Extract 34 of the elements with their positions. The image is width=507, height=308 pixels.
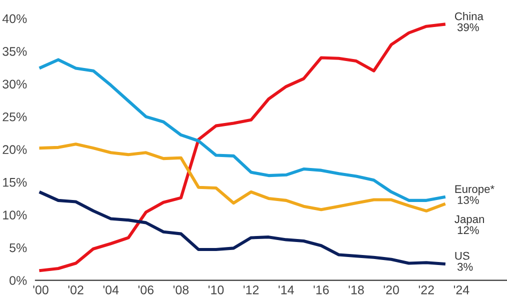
series-label: Japan — [454, 215, 484, 226]
x-tick-label: '04 — [103, 285, 119, 294]
y-tick-label: 10% — [3, 210, 27, 220]
y-tick-label: 35% — [2, 47, 27, 56]
y-tick-label: 0% — [10, 276, 27, 285]
x-tick-label: '12 — [244, 285, 259, 294]
line-series — [39, 191, 446, 266]
series-label: Europe* — [455, 185, 494, 196]
y-tick-label: 15% — [3, 178, 27, 187]
line-series — [39, 142, 446, 212]
data-label: 13% — [458, 196, 479, 204]
data-label: 12% — [458, 226, 479, 234]
x-tick-label: '10 — [208, 285, 224, 294]
x-tick-label: '16 — [314, 285, 329, 294]
y-tick-label: 25% — [2, 112, 27, 122]
x-tick-label: '00 — [33, 285, 48, 294]
x-tick-label: '06 — [138, 285, 154, 294]
series-label: US — [455, 252, 470, 260]
y-tick-label: 5% — [10, 243, 27, 252]
series-label: China — [454, 12, 484, 20]
data-label: 3% — [457, 262, 473, 271]
y-tick-label: 30% — [2, 80, 27, 89]
x-tick-label: '18 — [348, 285, 364, 294]
x-tick-label: '20 — [384, 285, 399, 294]
x-tick-label: '02 — [68, 285, 84, 294]
x-tick-label: '24 — [454, 285, 470, 294]
line-series — [39, 58, 446, 202]
y-tick-label: 40% — [2, 14, 27, 24]
x-tick-label: '14 — [278, 286, 294, 294]
x-tick-label: '22 — [418, 285, 434, 294]
y-tick-label: 20% — [2, 145, 27, 154]
line-series — [39, 22, 446, 272]
x-tick-label: '08 — [173, 285, 189, 294]
data-label: 39% — [457, 23, 479, 32]
